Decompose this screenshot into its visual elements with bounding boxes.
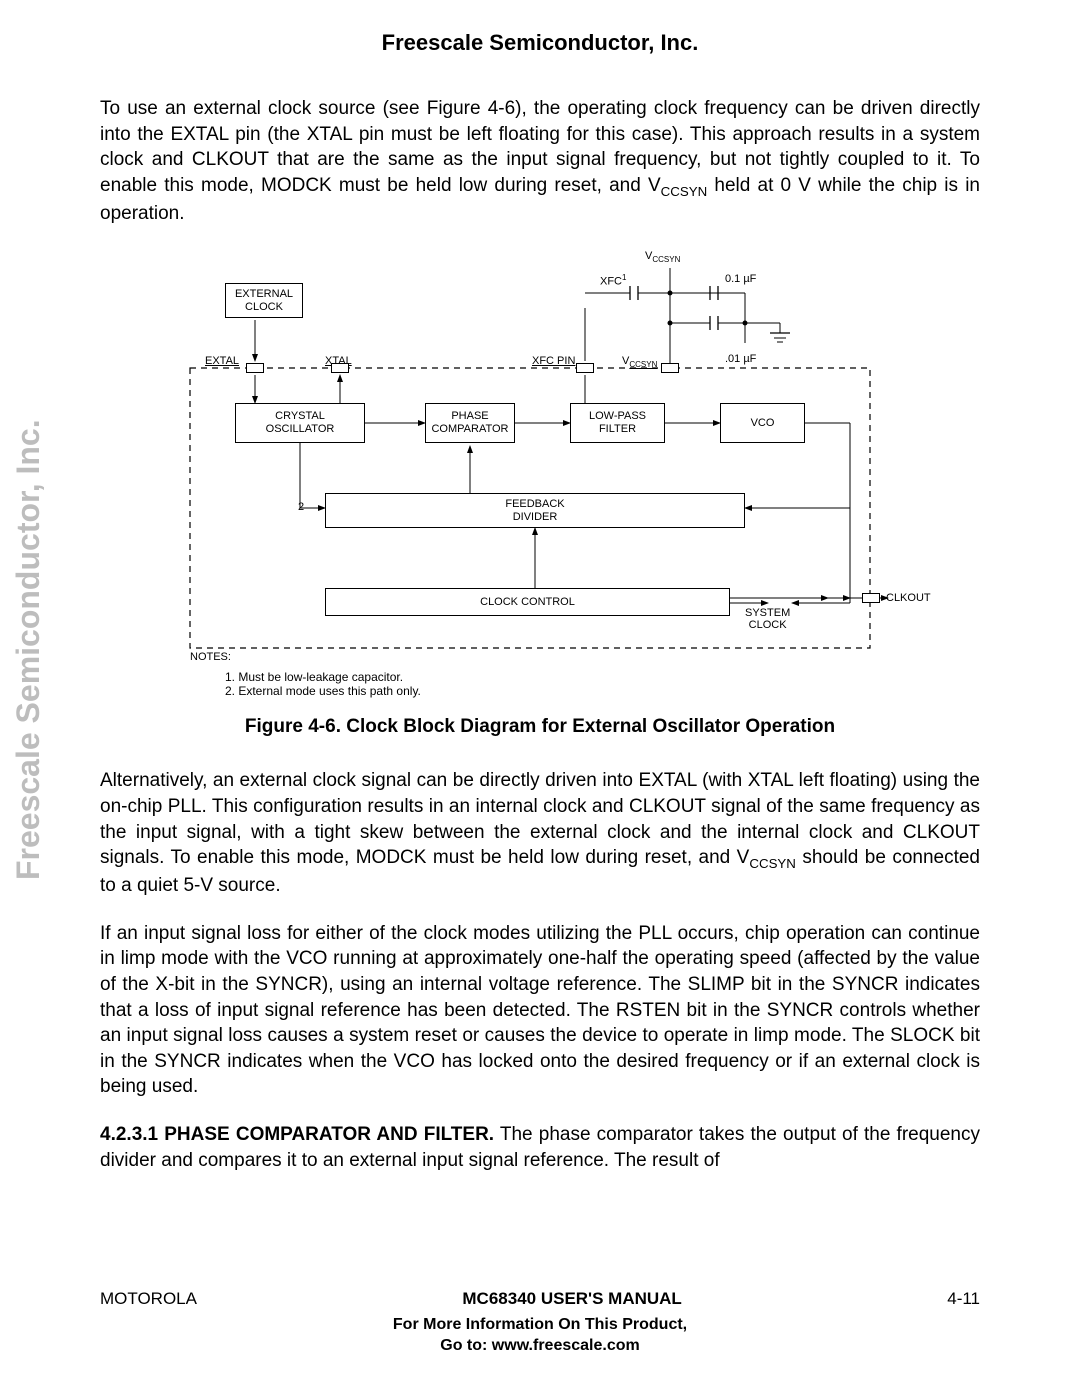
ext-clock-l2: CLOCK (245, 301, 283, 314)
label-cap2: .01 µF (725, 353, 756, 365)
footer-right: 4-11 (947, 1289, 980, 1309)
xtal-l2: OSCILLATOR (266, 423, 335, 436)
label-xfc: XFC1 (600, 273, 626, 288)
pin-vccsyn (661, 363, 679, 373)
label-two: 2 (298, 501, 304, 513)
fb-l2: DIVIDER (513, 511, 558, 524)
block-crystal-osc: CRYSTAL OSCILLATOR (235, 403, 365, 443)
vccsyn-pin-sub: CCSYN (629, 360, 657, 369)
note-1: 1. Must be low-leakage capacitor. (225, 670, 980, 684)
paragraph-4: 4.2.3.1 PHASE COMPARATOR AND FILTER. The… (100, 1122, 980, 1173)
xtal-l1: CRYSTAL (275, 410, 325, 423)
clk-ctrl-text: CLOCK CONTROL (480, 596, 575, 609)
ext-clock-l1: EXTERNAL (235, 288, 293, 301)
lpf-l2: FILTER (599, 423, 636, 436)
p2-sub: CCSYN (749, 856, 796, 871)
sys-l1: SYSTEM (745, 607, 790, 619)
page-title: Freescale Semiconductor, Inc. (100, 30, 980, 56)
p1-sub: CCSYN (661, 184, 708, 199)
phase-l1: PHASE (451, 410, 488, 423)
xfc-sup: 1 (622, 273, 626, 282)
label-clkout: CLKOUT (886, 592, 931, 604)
paragraph-3: If an input signal loss for either of th… (100, 921, 980, 1100)
paragraph-2: Alternatively, an external clock signal … (100, 768, 980, 898)
label-notes-hdr: NOTES: (190, 651, 231, 663)
sys-l2: CLOCK (749, 619, 787, 631)
figure-caption: Figure 4-6. Clock Block Diagram for Exte… (100, 716, 980, 738)
footer: MOTOROLA MC68340 USER'S MANUAL 4-11 For … (100, 1289, 980, 1357)
label-vccsyn-pin: VCCSYN (622, 355, 657, 369)
footer-row: MOTOROLA MC68340 USER'S MANUAL 4-11 (100, 1289, 980, 1309)
block-external-clock: EXTERNAL CLOCK (225, 283, 303, 318)
label-vccsyn-top: VCCSYN (645, 250, 680, 264)
footer-more-l2: Go to: www.freescale.com (440, 1337, 639, 1354)
block-clock-control: CLOCK CONTROL (325, 588, 730, 616)
lpf-l1: LOW-PASS (589, 410, 646, 423)
diagram: EXTERNAL CLOCK VCCSYN XFC1 0.1 µF .01 µF… (170, 248, 910, 668)
pin-xtal (331, 363, 349, 373)
label-extal: EXTAL (205, 355, 239, 367)
block-vco: VCO (720, 403, 805, 443)
xfc-text: XFC (600, 276, 622, 288)
phase-l2: COMPARATOR (431, 423, 508, 436)
fb-l1: FEEDBACK (505, 498, 564, 511)
vco-text: VCO (751, 417, 775, 430)
block-lowpass: LOW-PASS FILTER (570, 403, 665, 443)
footer-more: For More Information On This Product, Go… (100, 1315, 980, 1357)
side-watermark: Freescale Semiconductor, Inc. (10, 419, 47, 880)
label-system-clock: SYSTEM CLOCK (745, 607, 790, 631)
footer-center: MC68340 USER'S MANUAL (462, 1289, 681, 1309)
footer-more-l1: For More Information On This Product, (393, 1316, 687, 1333)
notes: 1. Must be low-leakage capacitor. 2. Ext… (225, 670, 980, 698)
label-xfc-pin: XFC PIN (532, 355, 575, 367)
pin-xfc (576, 363, 594, 373)
paragraph-1: To use an external clock source (see Fig… (100, 96, 980, 226)
label-cap1: 0.1 µF (725, 273, 756, 285)
note-2: 2. External mode uses this path only. (225, 684, 980, 698)
vccsyn-sub: CCSYN (652, 255, 680, 264)
pin-extal (246, 363, 264, 373)
footer-left: MOTOROLA (100, 1289, 197, 1309)
p4-heading: 4.2.3.1 PHASE COMPARATOR AND FILTER. (100, 1124, 494, 1145)
pin-clkout (862, 593, 880, 603)
block-phase-comp: PHASE COMPARATOR (425, 403, 515, 443)
block-feedback-divider: FEEDBACK DIVIDER (325, 493, 745, 528)
